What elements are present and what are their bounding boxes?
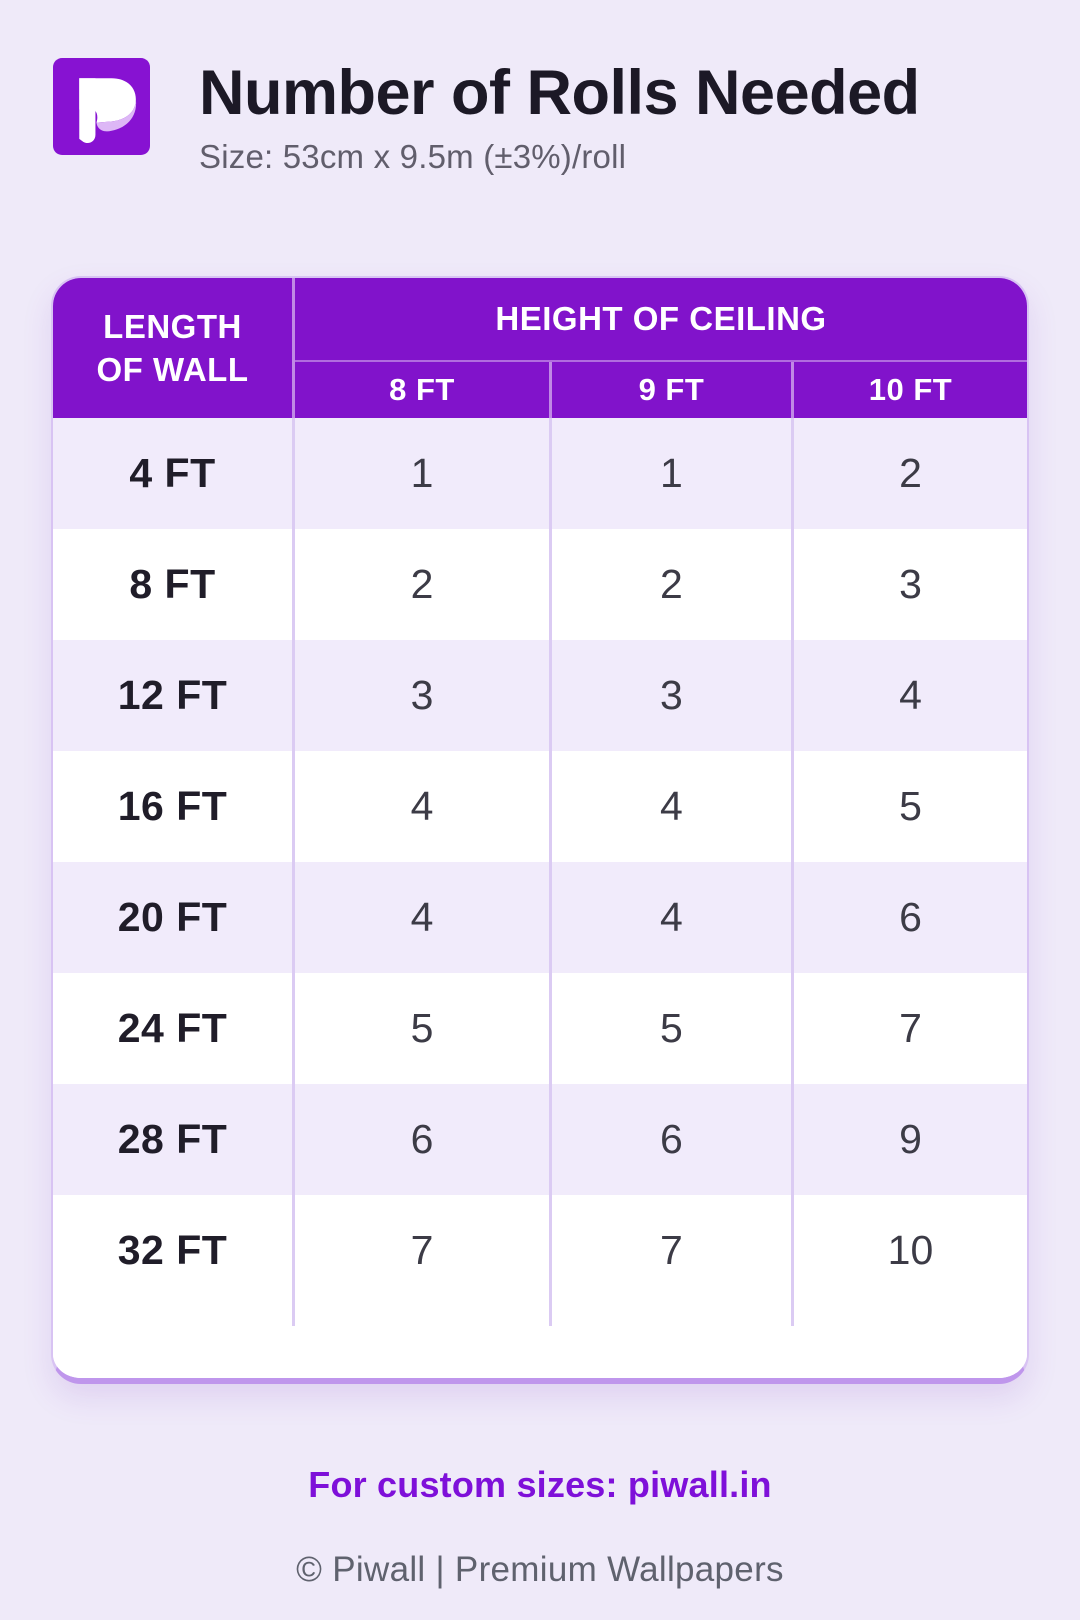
row-label: 12 FT — [53, 640, 295, 752]
cell-value: 4 — [899, 672, 922, 719]
table-cell: 5 — [295, 973, 552, 1085]
page-title: Number of Rolls Needed — [199, 58, 920, 128]
row-label: 4 FT — [53, 418, 295, 530]
copyright-text: © Piwall | Premium Wallpapers — [296, 1550, 784, 1590]
table-cell: 7 — [295, 1195, 552, 1307]
row-label-text: 16 FT — [117, 783, 228, 830]
custom-sizes-link[interactable]: For custom sizes: piwall.in — [308, 1464, 772, 1506]
cell-value: 1 — [410, 450, 434, 497]
divider-stub — [295, 1306, 552, 1327]
cell-value: 4 — [410, 783, 434, 830]
table-cell: 3 — [551, 640, 794, 752]
cell-value: 5 — [899, 783, 922, 830]
row-label-text: 12 FT — [117, 672, 228, 719]
cell-value: 3 — [660, 672, 683, 719]
divider-stub — [551, 1306, 794, 1327]
cell-value: 7 — [660, 1227, 683, 1274]
page-header: Number of Rolls Needed Size: 53cm x 9.5m… — [0, 0, 1080, 176]
piwall-logo-icon — [53, 58, 150, 155]
row-label: 8 FT — [53, 529, 295, 641]
page-subtitle: Size: 53cm x 9.5m (±3%)/roll — [199, 138, 627, 176]
table-cell: 9 — [793, 1084, 1027, 1196]
cell-value: 3 — [899, 561, 922, 608]
cell-value: 2 — [899, 450, 922, 497]
table-cell: 4 — [295, 751, 552, 863]
row-label: 32 FT — [53, 1195, 295, 1307]
table-cell: 2 — [793, 418, 1027, 530]
row-label-text: 32 FT — [117, 1227, 228, 1274]
cell-value: 6 — [660, 1116, 683, 1163]
cell-value: 1 — [660, 450, 683, 497]
table-cell: 1 — [551, 418, 794, 530]
cell-value: 3 — [410, 672, 434, 719]
table-cell: 3 — [295, 640, 552, 752]
row-label: 20 FT — [53, 862, 295, 974]
rolls-table: LENGTH OF WALL HEIGHT OF CEILING 8 FT 9 … — [53, 278, 1027, 1327]
cell-value: 10 — [887, 1227, 934, 1274]
cell-value: 4 — [410, 894, 434, 941]
cell-value: 4 — [660, 783, 683, 830]
row-label-text: 28 FT — [117, 1116, 228, 1163]
table-cell: 7 — [551, 1195, 794, 1307]
row-label-text: 8 FT — [129, 561, 216, 608]
cell-value: 7 — [899, 1005, 922, 1052]
table-cell: 4 — [551, 751, 794, 863]
table-cell: 4 — [551, 862, 794, 974]
row-label-text: 24 FT — [117, 1005, 228, 1052]
table-cell: 7 — [793, 973, 1027, 1085]
cell-value: 7 — [410, 1227, 434, 1274]
table-cell: 6 — [793, 862, 1027, 974]
table-cell: 6 — [295, 1084, 552, 1196]
table-cell: 4 — [295, 862, 552, 974]
col-header-10ft: 10 FT — [793, 362, 1027, 419]
col-header-8ft: 8 FT — [295, 362, 552, 419]
title-block: Number of Rolls Needed Size: 53cm x 9.5m… — [199, 58, 920, 176]
table-cell: 1 — [295, 418, 552, 530]
divider-stub — [793, 1306, 1027, 1327]
row-label: 28 FT — [53, 1084, 295, 1196]
table-cell: 5 — [793, 751, 1027, 863]
table-cell: 4 — [793, 640, 1027, 752]
card-bottom-space — [53, 1326, 1027, 1379]
table-cell: 2 — [551, 529, 794, 641]
col-header-9ft: 9 FT — [551, 362, 794, 419]
row-label-text: 4 FT — [129, 450, 216, 497]
cell-value: 5 — [660, 1005, 683, 1052]
group-header-height-of-ceiling: HEIGHT OF CEILING — [295, 278, 1027, 363]
cell-value: 2 — [410, 561, 434, 608]
divider-stub — [53, 1306, 295, 1327]
cell-value: 9 — [899, 1116, 922, 1163]
cell-value: 2 — [660, 561, 683, 608]
table-cell: 6 — [551, 1084, 794, 1196]
row-label-text: 20 FT — [117, 894, 228, 941]
cell-value: 6 — [410, 1116, 434, 1163]
rolls-table-card: LENGTH OF WALL HEIGHT OF CEILING 8 FT 9 … — [51, 276, 1029, 1385]
table-cell: 5 — [551, 973, 794, 1085]
page-footer: For custom sizes: piwall.in © Piwall | P… — [0, 1464, 1080, 1590]
cell-value: 6 — [899, 894, 922, 941]
cell-value: 5 — [410, 1005, 434, 1052]
cell-value: 4 — [660, 894, 683, 941]
corner-header-length-of-wall: LENGTH OF WALL — [53, 278, 295, 419]
row-label: 16 FT — [53, 751, 295, 863]
row-label: 24 FT — [53, 973, 295, 1085]
table-cell: 3 — [793, 529, 1027, 641]
table-cell: 2 — [295, 529, 552, 641]
table-cell: 10 — [793, 1195, 1027, 1307]
